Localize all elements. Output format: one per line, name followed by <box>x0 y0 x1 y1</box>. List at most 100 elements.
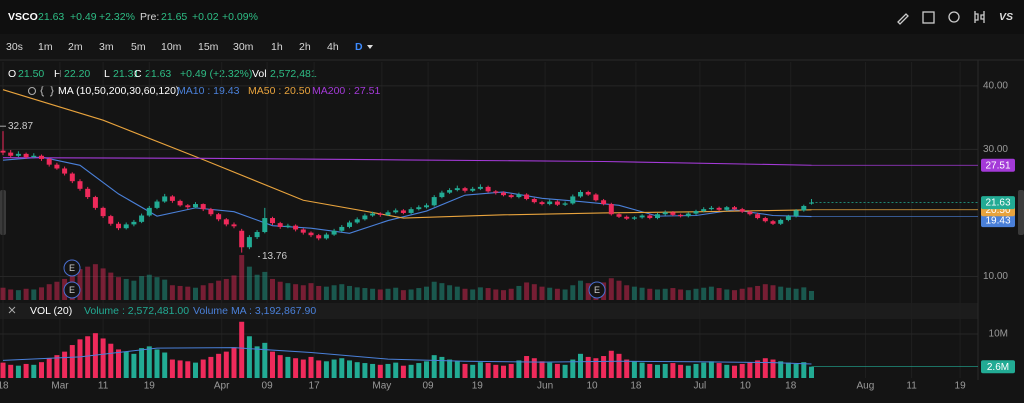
candle-body <box>554 201 560 205</box>
timeframe[interactable]: 10m <box>161 41 182 53</box>
y-tick-label: 40.00 <box>983 81 1008 92</box>
candle-body <box>231 224 237 227</box>
candle-body <box>100 207 106 217</box>
right-tab[interactable] <box>1018 190 1024 235</box>
toolbar-icons[interactable] <box>897 11 985 25</box>
indicator-icon[interactable] <box>948 11 960 23</box>
candle-body <box>431 197 437 206</box>
price-volume-bar <box>262 271 268 300</box>
timeframe[interactable]: 30m <box>233 41 254 53</box>
volume-bar <box>123 351 129 378</box>
price-volume-bar <box>347 285 352 300</box>
candle-body <box>331 230 337 235</box>
event-badge[interactable] <box>63 259 81 277</box>
price-volume-bar <box>801 287 807 300</box>
candle-body <box>531 198 537 203</box>
price-volume-bar <box>739 288 745 300</box>
price-volume-bar <box>562 289 568 300</box>
candle-body <box>562 203 568 205</box>
dropdown-arrow[interactable] <box>367 45 373 49</box>
visibility-icon[interactable] <box>27 86 37 96</box>
volume-bar <box>608 350 614 378</box>
price-volume-bar <box>323 286 329 300</box>
volume-bar <box>477 362 483 378</box>
candle-body <box>516 194 522 198</box>
price-volume-bar <box>547 287 553 300</box>
volume-bar <box>200 359 206 378</box>
timeframe[interactable]: D <box>355 41 363 53</box>
x-tick-label: Aug <box>857 381 875 392</box>
price-volume-bar <box>339 284 345 300</box>
price-volume-bar <box>15 290 21 300</box>
chart-type-icon[interactable] <box>922 11 935 24</box>
volume-bar <box>177 360 183 378</box>
price-volume-bar <box>100 268 106 300</box>
candle-body <box>223 219 229 225</box>
price-volume-bar <box>678 289 684 300</box>
volume-bar <box>501 365 506 378</box>
volume-bar <box>154 349 160 378</box>
candle-body <box>300 229 306 233</box>
candle-body <box>31 155 37 158</box>
candle-body <box>200 204 206 210</box>
timeframe[interactable]: 3m <box>99 41 114 53</box>
event-badge[interactable] <box>63 281 81 299</box>
volume-bar <box>724 364 730 378</box>
candle-body <box>131 221 137 225</box>
volume-bar <box>454 361 460 378</box>
volume-bar <box>516 360 522 378</box>
price-volume-bar <box>108 272 114 300</box>
ohlc-vol-label: Vol <box>252 68 267 80</box>
price-volume-bar <box>270 278 275 300</box>
volume-bar <box>193 362 198 378</box>
price-volume-bar <box>377 289 383 300</box>
candle-body <box>539 202 545 205</box>
volume-bar <box>316 360 322 378</box>
price-volume-bar <box>624 285 630 300</box>
price-volume-bar <box>370 288 376 300</box>
volume-bar <box>239 321 245 378</box>
price-volume-bar <box>809 290 814 300</box>
volume-title: VOL (20) <box>30 305 72 317</box>
timeframe[interactable]: 15m <box>198 41 219 53</box>
x-tick-label: 17 <box>309 381 321 392</box>
candle-body <box>393 210 399 213</box>
event-badge[interactable] <box>588 281 606 299</box>
candle-body <box>631 217 637 219</box>
volume-bar <box>293 358 299 378</box>
x-tick-label: Jul <box>693 381 706 392</box>
timeframe[interactable]: 5m <box>131 41 146 53</box>
candle-body <box>39 155 44 159</box>
candle-body <box>277 223 283 227</box>
timeframe[interactable]: 4h <box>327 41 339 53</box>
volume-bar <box>624 359 630 378</box>
draw-icon[interactable] <box>897 13 909 25</box>
volume-bar <box>400 365 406 378</box>
timeframe[interactable]: 1m <box>38 41 53 53</box>
price-volume-bar <box>578 280 583 300</box>
candle-icon[interactable] <box>974 11 985 23</box>
price-volume-bar <box>762 284 768 300</box>
close-icon[interactable] <box>8 306 16 314</box>
price-volume-bar <box>531 284 537 300</box>
x-tick-label: Jun <box>537 381 553 392</box>
pre-label: Pre: <box>140 11 159 23</box>
pre-change-pct: +0.09% <box>222 11 258 23</box>
volume-bar <box>62 351 68 378</box>
timeframe[interactable]: 2h <box>299 41 311 53</box>
volume-bar <box>139 348 145 378</box>
timeframe[interactable]: 2m <box>68 41 83 53</box>
price-volume-bar <box>246 266 252 300</box>
candle-body <box>316 235 322 239</box>
price-volume-bar <box>193 287 198 300</box>
timeframe[interactable]: 1h <box>271 41 283 53</box>
candle-body <box>193 204 198 208</box>
volume-bar <box>39 362 44 378</box>
volume-bar <box>131 353 137 378</box>
price-volume-bar <box>485 288 491 300</box>
x-tick-label: 10 <box>740 381 752 392</box>
volume-bar <box>755 360 761 378</box>
candle-body <box>809 202 814 204</box>
price: 21.63 <box>38 11 64 23</box>
timeframe[interactable]: 30s <box>6 41 23 53</box>
